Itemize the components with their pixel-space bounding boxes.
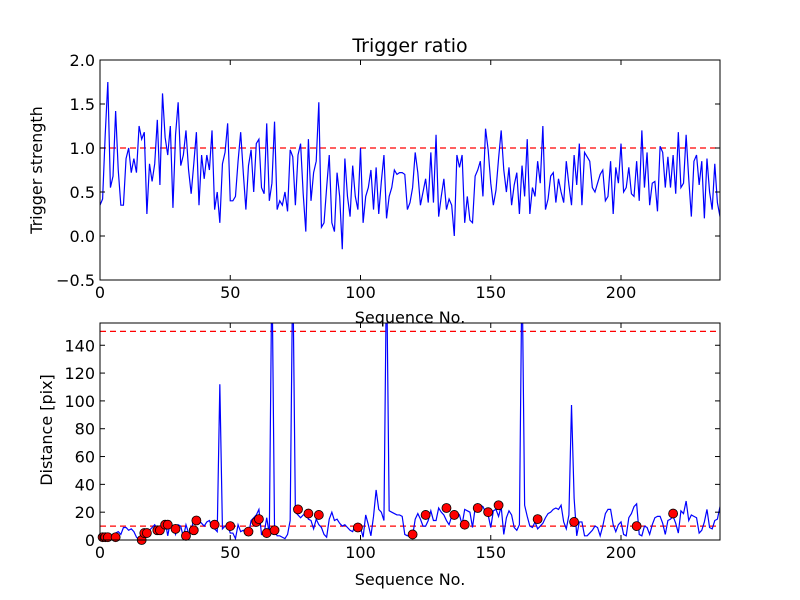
bottom-marker-32 [483, 507, 494, 518]
bottom-marker-21 [269, 525, 280, 536]
bottom-x-tick-label-2: 100 [345, 543, 376, 562]
bottom-marker-34 [532, 514, 543, 525]
top-y-axis-label: Trigger strength [27, 106, 46, 235]
bottom-marker-24 [313, 510, 324, 520]
top-y-tick-label-0: −0.5 [56, 271, 95, 290]
bottom-plot-area [100, 323, 720, 540]
bottom-marker-22 [293, 504, 303, 515]
bottom-marker-33 [493, 500, 504, 511]
bottom-y-tick-label-4: 80 [75, 420, 95, 439]
bottom-marker-29 [449, 510, 460, 520]
bottom-marker-30 [459, 519, 470, 530]
top-y-tick-label-1: 0.0 [70, 227, 95, 246]
bottom-x-tick-label-0: 0 [95, 543, 105, 562]
bottom-x-tick-label-3: 150 [475, 543, 506, 562]
bottom-marker-23 [303, 508, 314, 519]
top-x-tick-label-3: 150 [475, 283, 506, 302]
bottom-marker-14 [191, 515, 202, 526]
bottom-y-axis-label: Distance [pix] [37, 374, 56, 486]
trigger-ratio-panel: Trigger ratio Sequence No. Trigger stren… [27, 35, 721, 327]
bottom-marker-15 [209, 519, 220, 530]
bottom-marker-27 [420, 510, 431, 520]
bottom-marker-13 [188, 525, 199, 536]
bottom-marker-10 [162, 519, 173, 530]
top-x-tick-label-0: 0 [95, 283, 105, 302]
bottom-marker-37 [668, 508, 679, 519]
bottom-marker-19 [254, 514, 264, 525]
bottom-marker-28 [441, 503, 452, 513]
top-plot-frame [99, 59, 721, 281]
bottom-marker-12 [181, 530, 191, 541]
top-x-axis-label: Sequence No. [355, 308, 466, 327]
bottom-marker-36 [631, 521, 642, 531]
bottom-y-tick-label-2: 40 [75, 475, 95, 494]
bottom-marker-3 [110, 532, 121, 543]
bottom-marker-6 [141, 528, 152, 538]
bottom-x-tick-label-4: 200 [606, 543, 637, 562]
bottom-y-tick-label-0: 0 [85, 531, 95, 550]
distance-panel: Sequence No. Distance [pix] 0 50 100 150 200… [37, 322, 721, 589]
top-y-tick-label-5: 2.0 [70, 51, 95, 70]
bottom-marker-35 [569, 517, 580, 527]
bottom-x-tick-label-1: 50 [220, 543, 240, 562]
bottom-y-tick-label-6: 120 [64, 364, 95, 383]
bottom-y-tick-label-1: 20 [75, 503, 95, 522]
bottom-marker-16 [225, 521, 236, 531]
bottom-marker-11 [170, 523, 181, 534]
bottom-y-tick-label-3: 60 [75, 448, 95, 467]
top-x-tick-label-1: 50 [220, 283, 240, 302]
bottom-marker-26 [407, 529, 418, 540]
bottom-series-line-0 [100, 323, 720, 540]
bottom-marker-17 [243, 526, 254, 537]
bottom-x-axis-label: Sequence No. [355, 570, 466, 589]
bottom-marker-25 [352, 522, 363, 533]
bottom-y-tick-label-5: 100 [64, 392, 95, 411]
chart-title: Trigger ratio [351, 35, 467, 57]
top-y-tick-label-4: 1.5 [70, 95, 95, 114]
bottom-y-tick-label-7: 140 [64, 336, 95, 355]
bottom-marker-31 [472, 503, 483, 513]
top-plot-area [100, 81, 720, 250]
bottom-plot-frame [99, 322, 721, 541]
top-x-tick-label-2: 100 [345, 283, 376, 302]
top-y-tick-label-2: 0.5 [70, 183, 95, 202]
top-y-tick-label-3: 1.0 [70, 139, 95, 158]
top-x-tick-label-4: 200 [606, 283, 637, 302]
top-series-line-0 [100, 81, 720, 250]
